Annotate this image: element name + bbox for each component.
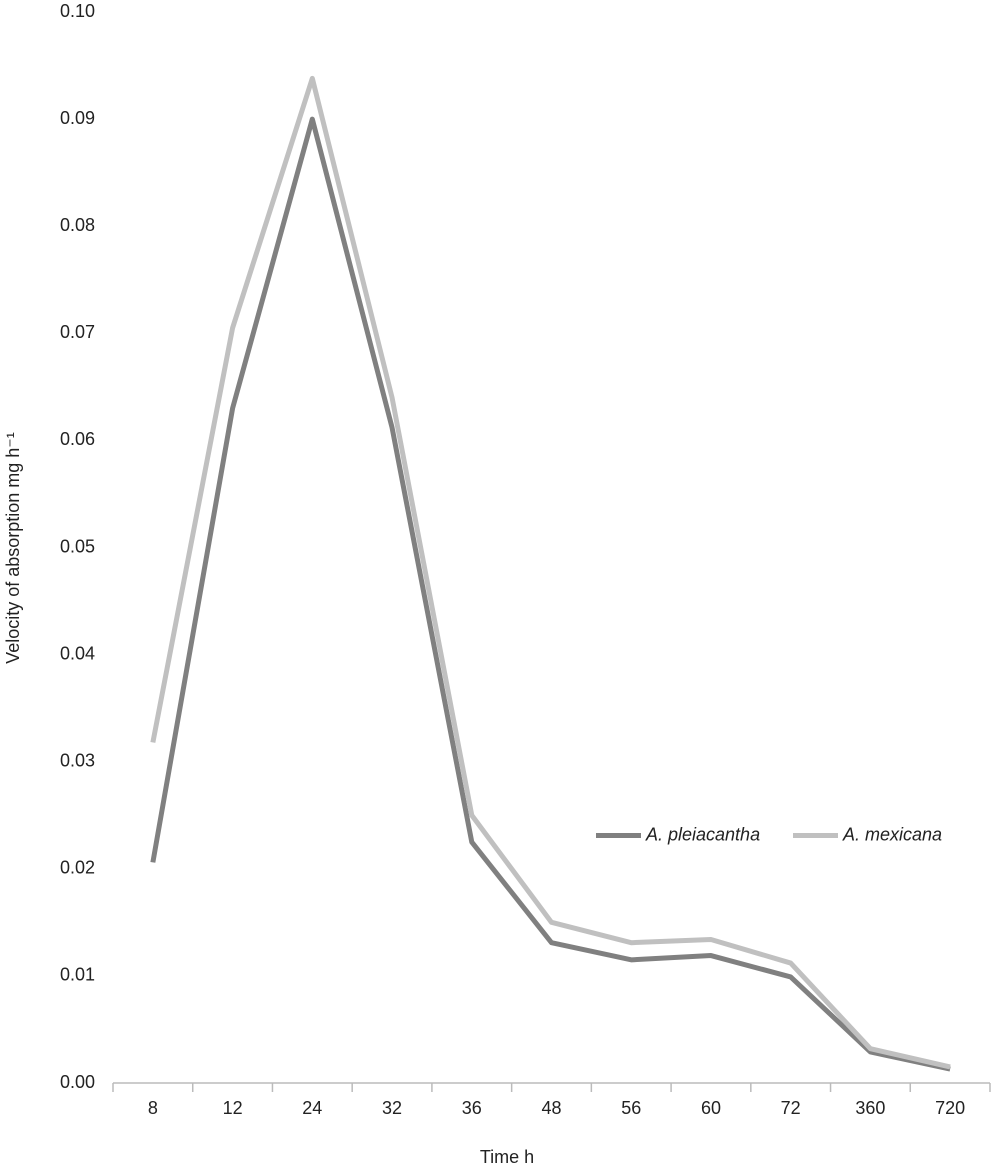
x-tick-label: 8 [148,1098,158,1118]
y-tick-label: 0.04 [60,643,95,663]
x-tick-label: 12 [223,1098,243,1118]
series-line [150,116,951,1072]
y-tick-label: 0.01 [60,965,95,985]
x-tick-label: 360 [855,1098,885,1118]
x-tick-label: 36 [462,1098,482,1118]
y-tick-label: 0.08 [60,215,95,235]
legend-text: A. mexicana [842,824,942,844]
y-tick-label: 0.07 [60,322,95,342]
x-tick-label: 60 [701,1098,721,1118]
legend-text: A. pleiacantha [645,824,760,844]
y-tick-label: 0.03 [60,750,95,770]
x-tick-label: 48 [541,1098,561,1118]
x-tick-label: 72 [781,1098,801,1118]
x-tick-label: 720 [935,1098,965,1118]
x-tick-label: 56 [621,1098,641,1118]
series-line [150,75,951,1070]
y-tick-label: 0.00 [60,1072,95,1092]
y-tick-label: 0.06 [60,429,95,449]
x-tick-label: 32 [382,1098,402,1118]
y-tick-label: 0.09 [60,108,95,128]
y-axis-label: Velocity of absorption mg h⁻¹ [3,432,23,664]
y-tick-label: 0.02 [60,858,95,878]
x-tick-label: 24 [302,1098,322,1118]
y-tick-label: 0.05 [60,536,95,556]
y-tick-label: 0.10 [60,1,95,21]
x-axis-label: Time h [480,1147,534,1167]
